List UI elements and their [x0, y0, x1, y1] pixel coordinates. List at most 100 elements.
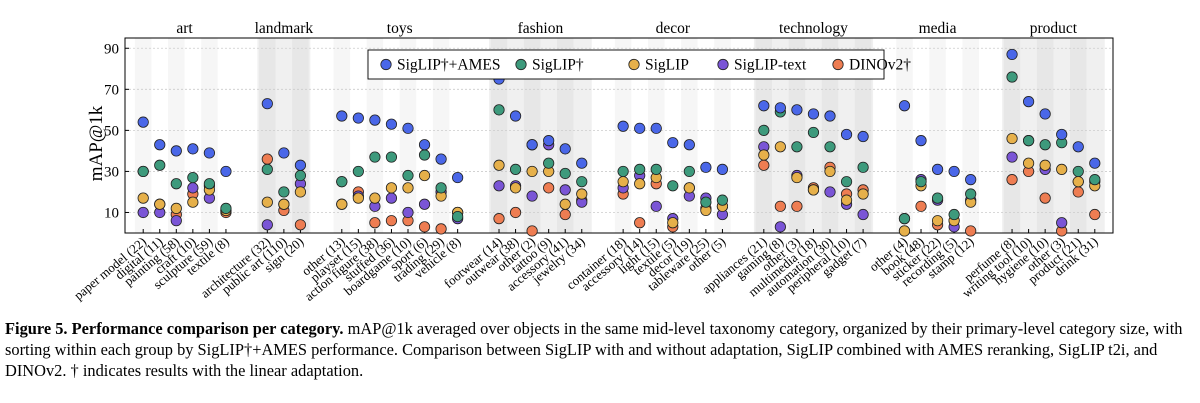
data-point: [1022, 157, 1035, 169]
data-point: [509, 182, 522, 194]
data-point: [137, 165, 149, 178]
data-point: [807, 184, 820, 196]
group-title: toys: [387, 20, 413, 37]
data-point: [526, 190, 538, 202]
data-point: [170, 145, 182, 157]
data-point: [509, 163, 522, 175]
data-point: [716, 163, 729, 175]
data-point: [187, 196, 199, 208]
data-point: [336, 176, 348, 188]
data-point: [154, 198, 166, 210]
data-point: [1006, 132, 1018, 145]
data-point: [774, 221, 786, 233]
data-point: [857, 208, 869, 221]
data-point: [385, 182, 398, 194]
data-point: [1022, 135, 1035, 147]
data-point: [915, 135, 927, 147]
data-point: [559, 198, 571, 210]
data-point: [774, 141, 786, 153]
data-point: [1039, 139, 1051, 151]
data-point: [1006, 48, 1018, 61]
data-point: [1072, 176, 1084, 188]
data-point: [617, 120, 629, 132]
data-point: [294, 219, 307, 231]
data-point: [667, 137, 679, 149]
data-point: [220, 202, 232, 214]
y-tick-label: 50: [104, 123, 119, 139]
data-point: [824, 186, 836, 198]
group-title: decor: [656, 20, 691, 37]
data-point: [1006, 71, 1018, 83]
data-point: [493, 213, 505, 225]
data-point: [857, 188, 869, 200]
data-point: [857, 130, 869, 143]
data-point: [493, 104, 505, 116]
data-point: [774, 200, 786, 212]
data-point: [683, 182, 695, 194]
data-point: [758, 100, 770, 112]
data-point: [170, 202, 182, 214]
data-point: [1072, 186, 1084, 198]
data-point: [1039, 108, 1051, 120]
legend-marker: [832, 58, 844, 71]
category-stripe: [1037, 38, 1054, 233]
caption-label: Figure 5.: [5, 319, 68, 338]
legend-label: SigLIP†: [532, 57, 584, 74]
data-point: [965, 225, 977, 237]
legend-label: SigLIP-text: [734, 57, 807, 74]
data-point: [385, 151, 398, 163]
data-point: [559, 167, 571, 180]
data-point: [667, 180, 679, 192]
data-point: [1039, 192, 1051, 204]
data-point: [840, 176, 853, 188]
legend-label: SigLIP†+AMES: [397, 57, 500, 74]
data-point: [352, 112, 364, 124]
data-point: [526, 165, 538, 178]
data-point: [493, 159, 505, 171]
data-point: [385, 215, 398, 227]
legend-marker: [515, 58, 527, 71]
data-point: [543, 157, 555, 169]
data-point: [203, 178, 216, 190]
data-point: [791, 200, 803, 212]
group-title: landmark: [255, 20, 314, 37]
data-point: [418, 169, 431, 182]
data-point: [807, 126, 820, 139]
data-point: [278, 147, 290, 159]
data-point: [1022, 96, 1035, 108]
data-point: [203, 147, 216, 159]
data-point: [634, 122, 646, 134]
data-point: [576, 157, 588, 169]
data-point: [261, 163, 273, 175]
legend-label: SigLIP: [645, 57, 689, 74]
data-point: [278, 198, 290, 210]
data-point: [931, 163, 944, 175]
data-point: [543, 182, 555, 194]
data-point: [352, 165, 364, 178]
legend-marker: [628, 58, 640, 71]
data-point: [435, 223, 447, 235]
data-point: [154, 139, 166, 151]
y-tick-label: 90: [104, 41, 119, 57]
group-title: product: [1030, 20, 1078, 37]
legend-marker: [380, 58, 392, 71]
data-point: [931, 215, 944, 227]
data-point: [526, 139, 538, 151]
legend-label: DINOv2†: [849, 57, 911, 74]
data-point: [385, 118, 398, 130]
data-point: [352, 192, 364, 204]
legend-marker: [717, 58, 729, 71]
data-point: [700, 161, 712, 173]
data-point: [418, 149, 431, 161]
data-point: [526, 225, 538, 237]
data-point: [824, 110, 836, 122]
data-point: [137, 206, 149, 219]
data-point: [1056, 163, 1068, 175]
data-point: [791, 104, 803, 116]
data-point: [418, 198, 431, 210]
data-point: [385, 192, 398, 204]
data-point: [559, 143, 571, 155]
data-point: [1006, 151, 1018, 163]
group-title: art: [176, 20, 193, 37]
y-tick-label: 10: [104, 205, 119, 221]
